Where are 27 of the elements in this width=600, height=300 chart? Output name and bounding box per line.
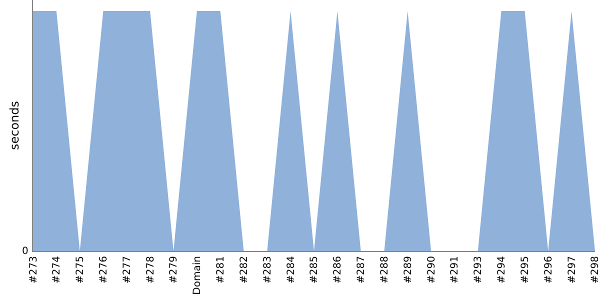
x-tick-label: #289 (402, 256, 414, 284)
x-tick-label: #297 (566, 256, 578, 284)
x-tick-label: #290 (426, 256, 438, 284)
x-tick-label: Domain (192, 256, 204, 295)
x-tick-label: #288 (379, 256, 390, 284)
x-tick-label: #279 (168, 256, 180, 284)
x-tick-label: #296 (543, 256, 554, 284)
x-tick-label: #276 (98, 256, 110, 284)
x-tick-label: #281 (216, 256, 227, 284)
x-tick-label: #287 (356, 256, 368, 284)
x-tick-label: #278 (145, 256, 156, 284)
x-tick-label: #283 (262, 256, 274, 284)
x-tick-label: #294 (496, 256, 508, 284)
x-tick-label: #295 (520, 256, 531, 284)
text: 0 (22, 246, 28, 257)
x-tick-label: #282 (238, 256, 250, 284)
x-tick-label: #291 (450, 256, 461, 284)
y-axis-title: seconds (7, 100, 22, 150)
x-tick-label: #274 (52, 256, 63, 284)
x-tick-label: #286 (332, 256, 344, 284)
x-tick-label: #293 (473, 256, 484, 284)
x-tick-label: #275 (75, 256, 86, 284)
x-tick-label: #285 (309, 256, 320, 284)
x-tick-label: #284 (286, 256, 297, 284)
x-tick-label: #273 (28, 256, 40, 284)
x-tick-label: #298 (590, 256, 600, 284)
x-tick-label: #277 (122, 256, 133, 284)
